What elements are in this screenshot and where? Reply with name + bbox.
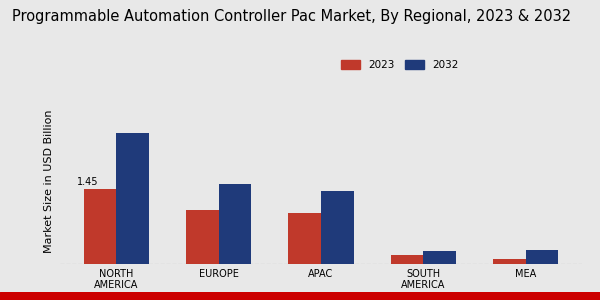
Y-axis label: Market Size in USD Billion: Market Size in USD Billion xyxy=(44,110,55,253)
Text: Programmable Automation Controller Pac Market, By Regional, 2023 & 2032: Programmable Automation Controller Pac M… xyxy=(12,9,571,24)
Bar xyxy=(219,184,251,264)
Bar xyxy=(288,214,321,264)
Bar xyxy=(116,133,149,264)
Bar xyxy=(493,259,526,264)
Text: 1.45: 1.45 xyxy=(77,177,98,187)
Bar xyxy=(391,255,423,264)
Bar xyxy=(84,189,116,264)
Bar xyxy=(186,210,219,264)
Bar xyxy=(423,250,456,264)
Bar xyxy=(526,250,558,264)
Bar xyxy=(321,191,354,264)
Legend: 2023, 2032: 2023, 2032 xyxy=(337,56,463,74)
